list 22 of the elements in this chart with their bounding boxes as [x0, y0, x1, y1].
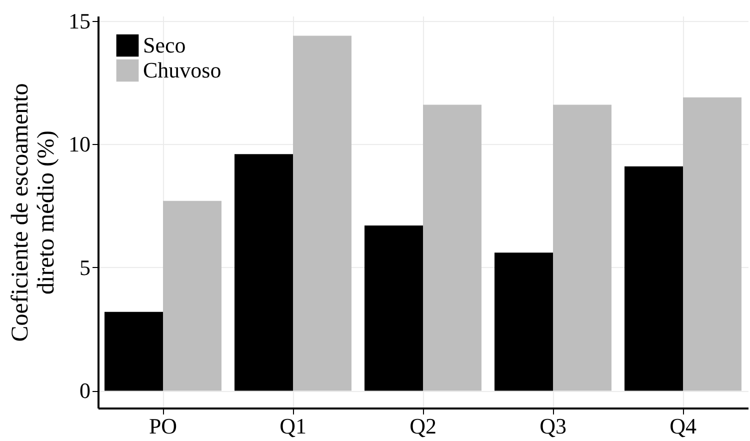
bar [553, 104, 612, 391]
bar [494, 252, 553, 391]
y-tick-label: 5 [80, 254, 90, 280]
legend-label: Chuvoso [143, 58, 222, 82]
bar [104, 312, 163, 391]
y-axis-title: Coeficiente de escoamento direto médio (%) [8, 83, 60, 342]
y-tick-label: 10 [68, 132, 90, 157]
x-tick-label: Q2 [410, 414, 436, 438]
x-tick-label: Q4 [670, 414, 696, 438]
bar [423, 104, 482, 391]
bar [293, 36, 352, 391]
bar [364, 226, 423, 391]
bar [234, 154, 293, 391]
y-tick-label: 15 [68, 8, 90, 34]
bar [624, 166, 683, 391]
legend-label: Seco [143, 32, 186, 58]
bar [683, 97, 742, 391]
x-tick-label: Q3 [540, 414, 566, 438]
x-tick-label: Q1 [280, 414, 306, 438]
x-tick-label: PO [148, 414, 178, 438]
y-tick-label: 0 [80, 378, 90, 404]
bar [163, 200, 222, 391]
